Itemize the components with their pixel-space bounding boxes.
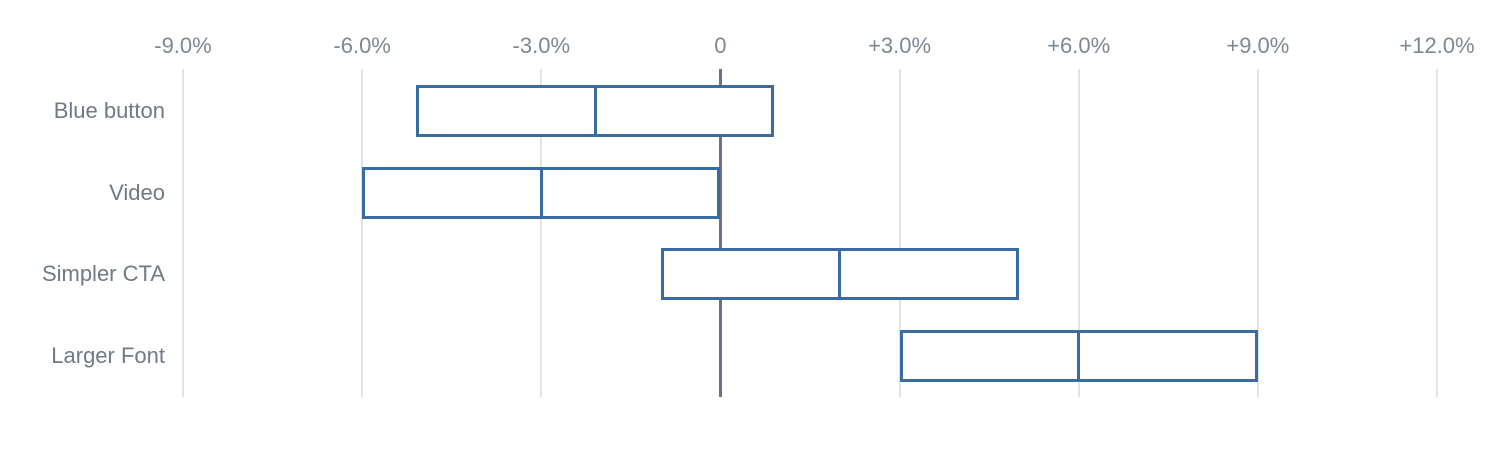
gridline	[361, 69, 364, 397]
x-tick-label: +9.0%	[1226, 33, 1290, 58]
category-label: Simpler CTA	[41, 261, 165, 287]
gridline	[1077, 69, 1080, 397]
gridline	[540, 69, 543, 397]
range-bar	[660, 248, 1019, 301]
bar-midpoint-divider	[593, 87, 597, 134]
gridline	[898, 69, 901, 397]
x-tick-label: -9.0%	[154, 33, 212, 58]
zero-axis-line	[718, 69, 722, 397]
bar-midpoint-divider	[1077, 333, 1081, 380]
gridline	[1436, 69, 1438, 397]
category-label: Video	[109, 179, 165, 205]
bar-midpoint-divider	[838, 251, 842, 298]
gridline	[182, 69, 184, 397]
x-tick-label: +6.0%	[1047, 33, 1111, 58]
range-bar	[362, 166, 721, 219]
x-tick-label: 0	[714, 33, 727, 58]
category-label: Larger Font	[51, 343, 165, 369]
gridline	[1256, 69, 1259, 397]
x-tick-label: +12.0%	[1399, 33, 1475, 58]
range-bar	[415, 84, 775, 137]
x-tick-label: -6.0%	[333, 33, 391, 58]
bar-midpoint-divider	[539, 169, 543, 216]
x-tick-label: -3.0%	[512, 33, 571, 58]
category-label: Blue button	[53, 97, 165, 123]
x-tick-label: +3.0%	[868, 33, 932, 58]
range-bar	[899, 330, 1258, 383]
